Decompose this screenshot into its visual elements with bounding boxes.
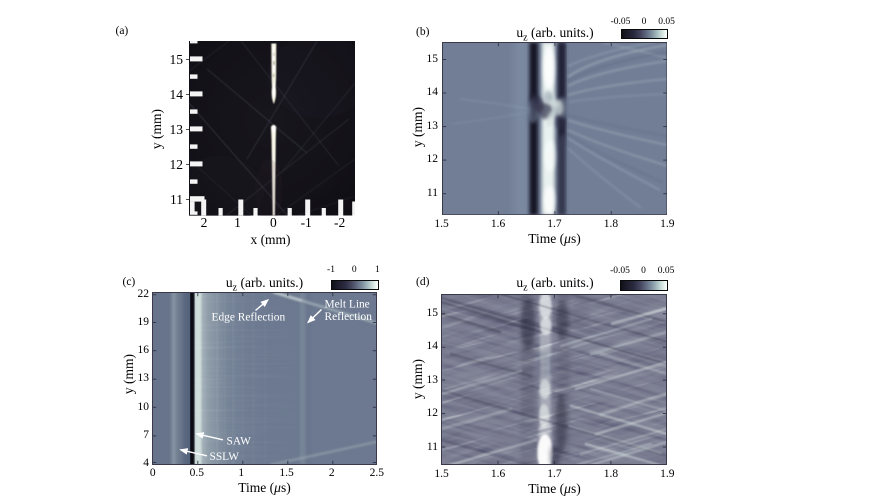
svg-text:Reflection: Reflection (325, 311, 373, 323)
svg-text:SAW: SAW (227, 436, 252, 448)
svg-text:SSLW: SSLW (210, 451, 240, 463)
svg-text:Melt Line: Melt Line (325, 299, 370, 311)
svg-text:Edge Reflection: Edge Reflection (212, 312, 286, 324)
